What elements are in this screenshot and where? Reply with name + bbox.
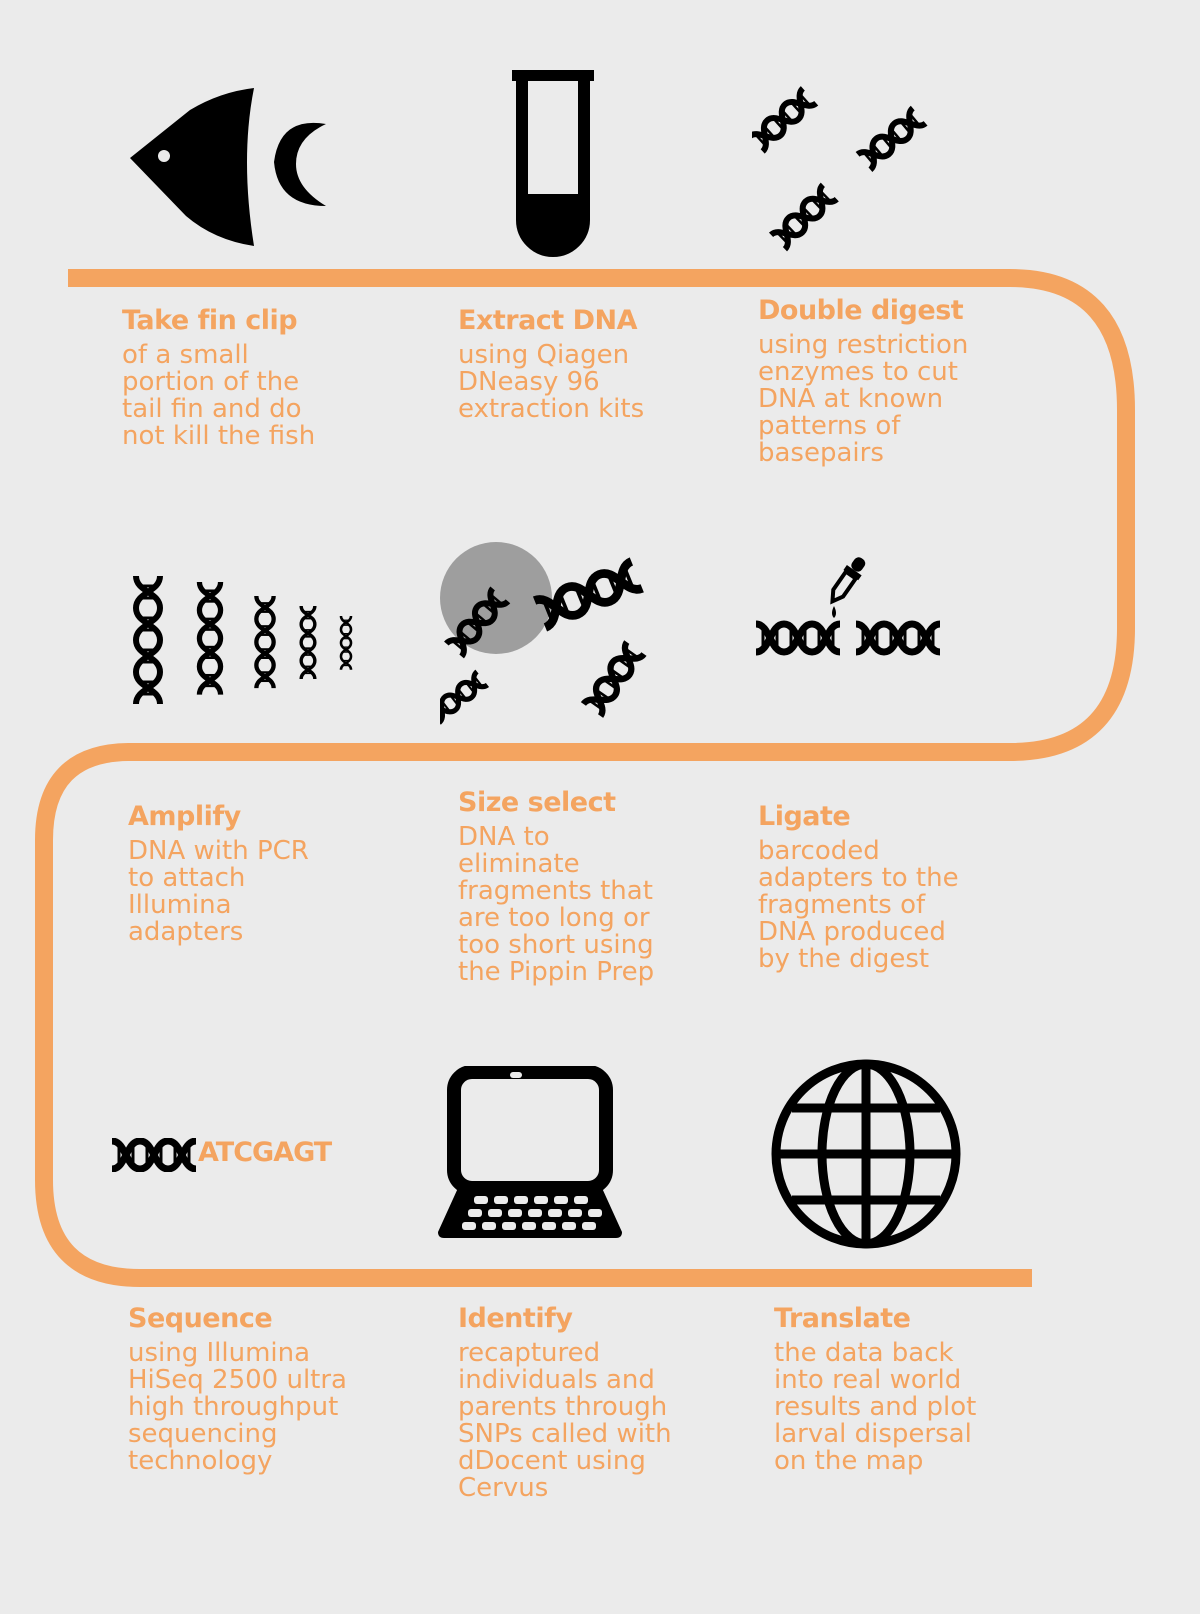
dropper-dna-icon	[756, 557, 956, 660]
dna-amplify-icon	[120, 576, 353, 704]
step-description: barcoded adapters to the fragments of DN…	[758, 835, 959, 974]
step-translate: Translate the data back into real world …	[774, 1304, 976, 1475]
dna-fragments-icon	[752, 70, 962, 260]
step-double-digest: Double digest using restriction enzymes …	[758, 296, 968, 467]
step-title: Double digest	[758, 295, 964, 326]
step-title: Size select	[458, 787, 616, 818]
step-size-select: Size select DNA to eliminate fragments t…	[458, 788, 654, 986]
step-description: using Qiagen DNeasy 96 extraction kits	[458, 339, 645, 424]
step-title: Amplify	[128, 801, 241, 832]
step-description: using restriction enzymes to cut DNA at …	[758, 329, 969, 468]
step-identify: Identify recaptured individuals and pare…	[458, 1304, 672, 1502]
step-description: DNA to eliminate fragments that are too …	[458, 821, 655, 987]
step-title: Extract DNA	[458, 305, 638, 336]
step-description: using Illumina HiSeq 2500 ultra high thr…	[128, 1337, 347, 1476]
globe-icon	[771, 1059, 961, 1249]
step-take-fin-clip: Take fin clip of a small portion of the …	[122, 306, 315, 450]
step-description: DNA with PCR to attach Illumina adapters	[128, 835, 309, 947]
laptop-icon	[438, 1066, 622, 1238]
step-sequence: Sequence using Illumina HiSeq 2500 ultra…	[128, 1304, 347, 1475]
step-extract-dna: Extract DNA using Qiagen DNeasy 96 extra…	[458, 306, 644, 423]
step-ligate: Ligate barcoded adapters to the fragment…	[758, 802, 959, 973]
test-tube-icon	[512, 70, 594, 257]
step-description: recaptured individuals and parents throu…	[458, 1337, 672, 1503]
step-title: Ligate	[758, 801, 851, 832]
step-amplify: Amplify DNA with PCR to attach Illumina …	[128, 802, 309, 946]
sequence-label: ATCGAGT	[198, 1137, 332, 1168]
step-title: Identify	[458, 1303, 573, 1334]
step-description: of a small portion of the tail fin and d…	[122, 339, 316, 451]
step-description: the data back into real world results an…	[774, 1337, 977, 1476]
step-title: Take fin clip	[122, 305, 298, 336]
dna-sequence-icon	[112, 1138, 196, 1172]
step-title: Translate	[774, 1303, 911, 1334]
step-title: Sequence	[128, 1303, 273, 1334]
fish-icon	[130, 88, 326, 246]
dna-size-select-icon	[440, 542, 690, 730]
